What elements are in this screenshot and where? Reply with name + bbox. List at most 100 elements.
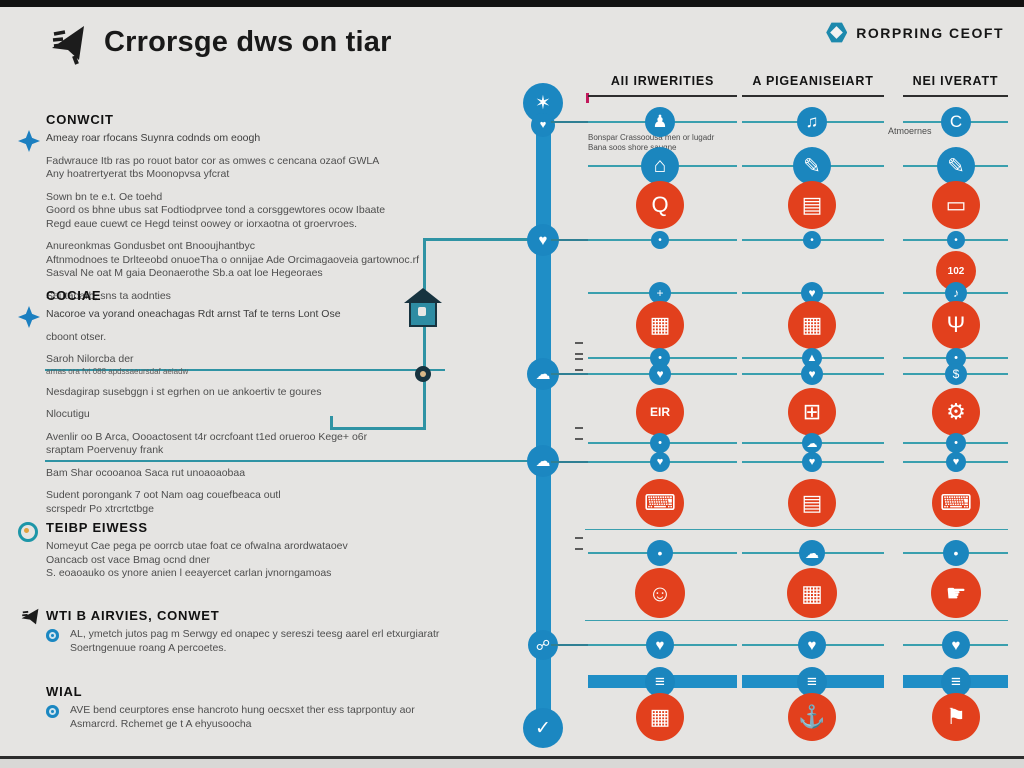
cloud-glyph: ☁ xyxy=(535,365,551,383)
body-text-line: Bam Shar ocooanoa Saca rut unoaoaobaa xyxy=(46,466,246,479)
bottom-border xyxy=(0,756,1024,759)
matrix-laptop-icon: ⌨ xyxy=(932,479,980,527)
divider-rule xyxy=(585,620,1008,621)
timeline-node-check-icon: ✓ xyxy=(523,708,563,748)
body-text-line: Avenlir oo B Arca, Oooactosent t4r ocrcf… xyxy=(46,430,368,443)
pen-glyph: ✎ xyxy=(803,154,821,178)
timeline-connector xyxy=(551,644,588,646)
branch-line-bottom xyxy=(330,427,425,430)
check-glyph: ✓ xyxy=(535,717,551,739)
text-group: Sown bn te e.t. Oe toehd Goord os bhne ub… xyxy=(46,191,486,232)
heart-glyph: ♥ xyxy=(655,636,665,654)
timeline-spine xyxy=(536,103,551,743)
text-group: Bam Shar ocooanoa Saca rut unoaoaobaa xyxy=(46,467,486,481)
left-rule-upper xyxy=(45,369,445,371)
heart-glyph: ♥ xyxy=(539,118,547,131)
house-icon xyxy=(404,288,442,328)
matrix-heart-icon: ♥ xyxy=(646,631,674,659)
heart-glyph: ♥ xyxy=(808,286,816,300)
body-text-line: Sasval Ne oat M gaia Deonaerothe Sb.a oa… xyxy=(46,267,323,279)
boat-glyph: ⚓ xyxy=(798,704,826,729)
matrix-dot-icon: • xyxy=(650,433,670,453)
body-text-line: Anureonkmas Gondusbet ont Bnooujhantbyc xyxy=(46,240,255,252)
dot-glyph: • xyxy=(810,234,814,246)
face-glyph: ☺ xyxy=(648,579,672,606)
dot-glyph: • xyxy=(658,234,662,246)
matrix-heart-icon: ♥ xyxy=(942,631,970,659)
brand-label: RORPRING CEOFT xyxy=(856,24,1004,41)
left-rule-lower xyxy=(45,460,537,462)
column-header-3: NEI IVERATT xyxy=(903,74,1008,97)
matrix-heart-icon: ♥ xyxy=(801,282,823,304)
dot-glyph: • xyxy=(954,352,958,364)
section-title: TEIBP EIWESS xyxy=(46,520,148,535)
caption-line: Bana soos shore saugne xyxy=(588,142,677,152)
timeline-connector xyxy=(551,373,588,375)
dot-glyph: • xyxy=(658,437,662,449)
heart-glyph: ♥ xyxy=(538,231,548,249)
row-tick xyxy=(575,548,583,550)
matrix-menu-icon: ≡ xyxy=(941,667,971,697)
matrix-person-icon: ♟ xyxy=(645,107,675,137)
page-title: Crrorsge dws on tiar xyxy=(104,26,392,58)
row-tick xyxy=(575,358,583,360)
heart-glyph: ♥ xyxy=(656,367,664,381)
section-title: WTI B AIRVIES, CONWET xyxy=(46,608,220,623)
column-header-1: AII IRWERITIES xyxy=(588,74,737,97)
caption-line: Bonspar Crassoousa men or lugadr xyxy=(588,133,715,142)
cloud-glyph: ☁ xyxy=(535,452,551,470)
matrix-search-person-icon: Q xyxy=(636,181,684,229)
num-102-glyph: 102 xyxy=(947,265,965,277)
dot-glyph: • xyxy=(954,234,958,246)
body-text-line: cboont otser. xyxy=(46,330,107,343)
dot-glyph: • xyxy=(954,437,958,449)
text-group: Nacoroe va yorand oneachagas Rdt arnst T… xyxy=(46,308,486,322)
text-eir-glyph: EIR xyxy=(649,405,670,419)
section-5: WIAL AVE bend ceurptores ense hancroto hu… xyxy=(46,684,486,740)
matrix-frame-icon: ⊞ xyxy=(788,388,836,436)
branch-node-icon xyxy=(415,366,431,382)
matrix-heart-icon: ♥ xyxy=(650,452,670,472)
matrix-laptop-icon: ⌨ xyxy=(636,479,684,527)
body-text-line: Any hoatrertyerat tbs Moonopvsa yfcrat xyxy=(46,168,230,180)
calendar-glyph: ▦ xyxy=(649,704,671,729)
brand-lockup: RORPRING CEOFT xyxy=(826,22,1004,43)
timeline-connector xyxy=(551,461,588,463)
money-glyph: $ xyxy=(952,367,960,381)
matrix-menu-icon: ≡ xyxy=(797,667,827,697)
row-tick xyxy=(575,427,583,429)
oval-glyph: ▭ xyxy=(945,192,967,217)
text-group: Nesdagirap susebggn i st egrhen on ue an… xyxy=(46,386,486,400)
matrix-heart-icon: ♥ xyxy=(649,363,671,385)
text-group: Avenlir oo B Arca, Oooactosent t4r ocrcf… xyxy=(46,431,486,458)
letter-c-glyph: C xyxy=(949,112,963,131)
sparkle-glyph: ✶ xyxy=(535,92,551,114)
body-text-line: Aftnmodnoes te Drlteeobd onuoeTha o onni… xyxy=(46,253,419,266)
matrix-building-icon: ▦ xyxy=(636,301,684,349)
text-group: Sudent porongank 7 oot Nam oag couefbeac… xyxy=(46,489,486,516)
matrix-building-icon: ▦ xyxy=(788,301,836,349)
body-text-line: AL, ymetch jutos pag m Serwgy ed onapec … xyxy=(70,628,440,640)
dot-glyph: • xyxy=(953,545,959,561)
matrix-lock-icon: ⌂ xyxy=(641,147,679,185)
matrix-menu-icon: ≡ xyxy=(645,667,675,697)
laptop-glyph: ⌨ xyxy=(644,490,676,515)
matrix-heart-icon: ♥ xyxy=(798,631,826,659)
dot-glyph: • xyxy=(658,352,662,364)
body-text-line: Fadwrauce Itb ras po rouot bator cor as … xyxy=(46,154,380,167)
row-tick xyxy=(575,369,583,371)
matrix-cloud-icon: ☁ xyxy=(802,433,822,453)
building-glyph: ▦ xyxy=(649,312,671,337)
divider-rule xyxy=(585,529,1008,530)
matrix-kiosk-icon: ▤ xyxy=(788,479,836,527)
matrix-letter-c-icon: C xyxy=(941,107,971,137)
matrix-dot-icon: • xyxy=(803,231,821,249)
matrix-dot-icon: • xyxy=(946,433,966,453)
section-1: CONWCIT Ameay roar rfocans Suynra codnds … xyxy=(18,112,486,312)
branch-line-top xyxy=(423,238,543,241)
heart-glyph: ♥ xyxy=(952,456,960,468)
body-text-line: scrspedr Po xtrcrtctbge xyxy=(46,502,154,515)
heart-glyph: ♥ xyxy=(808,367,816,381)
cloud-glyph: ☁ xyxy=(806,437,818,450)
